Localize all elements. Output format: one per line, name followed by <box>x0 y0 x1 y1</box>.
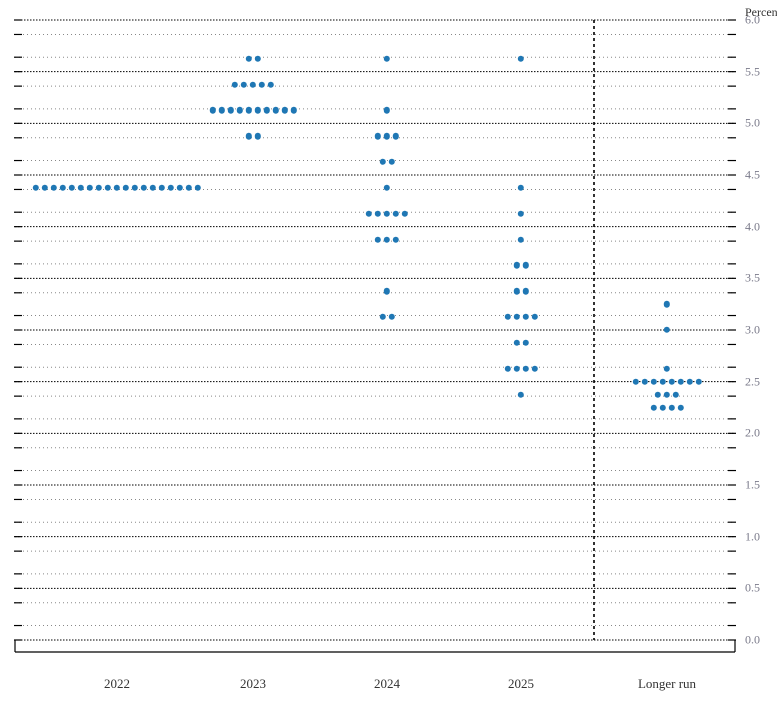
fomc-dot-plot: Percent0.00.51.01.52.02.53.03.54.04.55.0… <box>0 0 777 711</box>
x-category-label: 2025 <box>508 676 534 692</box>
y-tick-label: 5.0 <box>745 116 760 131</box>
y-tick-label: 6.0 <box>745 13 760 28</box>
x-category-label: 2022 <box>104 676 130 692</box>
y-tick-label: 3.0 <box>745 323 760 338</box>
y-tick-label: 0.5 <box>745 581 760 596</box>
x-category-label: 2023 <box>240 676 266 692</box>
y-tick-label: 4.5 <box>745 168 760 183</box>
y-tick-label: 5.5 <box>745 64 760 79</box>
y-tick-label: 4.0 <box>745 219 760 234</box>
grid-layer <box>0 0 777 711</box>
y-tick-label: 1.5 <box>745 478 760 493</box>
y-tick-label: 1.0 <box>745 529 760 544</box>
x-category-label: Longer run <box>638 676 696 692</box>
y-tick-label: 2.5 <box>745 374 760 389</box>
y-tick-label: 3.5 <box>745 271 760 286</box>
y-tick-label: 0.0 <box>745 633 760 648</box>
y-tick-label: 2.0 <box>745 426 760 441</box>
x-category-label: 2024 <box>374 676 400 692</box>
